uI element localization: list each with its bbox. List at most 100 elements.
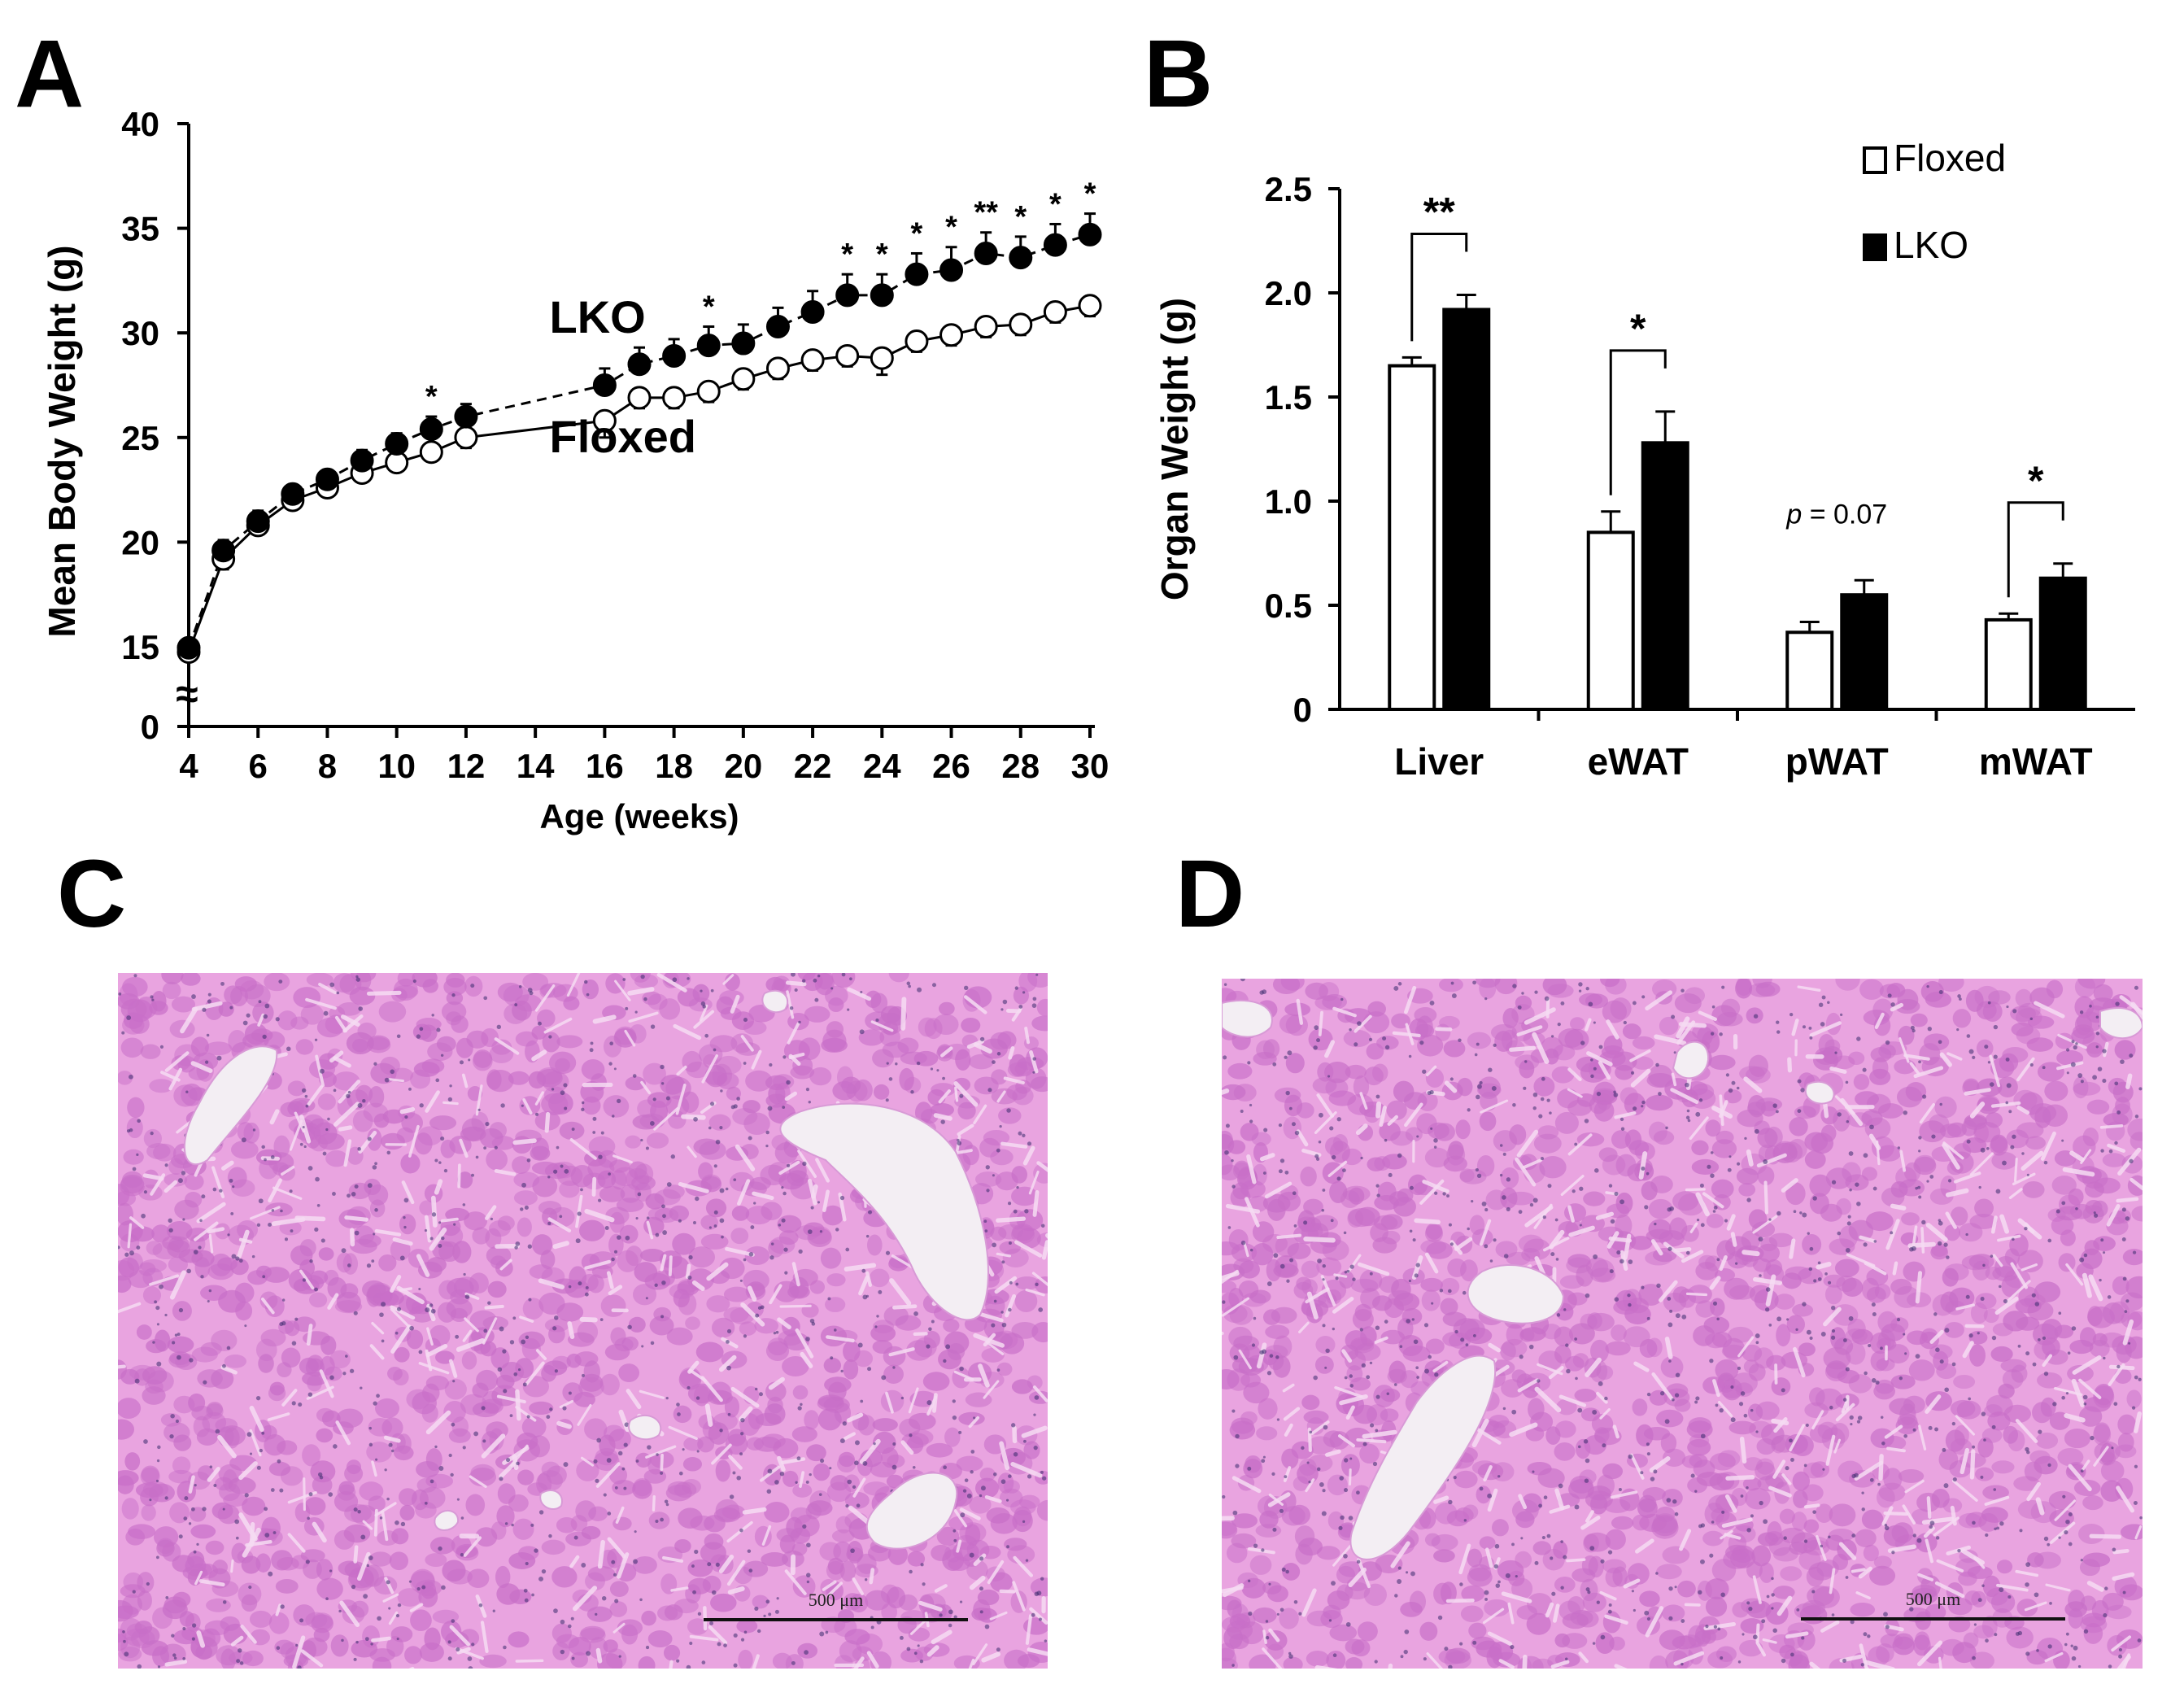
nucleus (168, 1218, 172, 1223)
hepatocyte (368, 1495, 386, 1512)
hepatocyte (1354, 1342, 1381, 1361)
nucleus (1524, 1060, 1528, 1063)
nucleus (829, 1467, 832, 1470)
nucleus (554, 1315, 559, 1320)
hepatocyte (1595, 1632, 1615, 1655)
nucleus (621, 1467, 626, 1471)
hepatocyte (215, 1418, 238, 1433)
nucleus (194, 1484, 197, 1487)
hepatocyte (1579, 992, 1603, 1007)
hepatocyte (228, 1477, 256, 1494)
nucleus (499, 1326, 504, 1332)
sinusoid (1771, 1418, 1789, 1426)
nucleus (660, 1064, 665, 1070)
hepatocyte (898, 1594, 918, 1611)
nucleus (598, 1198, 602, 1202)
hepatocyte (1615, 1154, 1637, 1177)
hepatocyte (847, 1541, 863, 1564)
hepatocyte (642, 991, 661, 1006)
nucleus (141, 1213, 146, 1219)
hepatocyte (610, 1327, 626, 1346)
nucleus (1918, 1136, 1922, 1140)
hepatocyte (1557, 1088, 1580, 1109)
hepatocyte (513, 1190, 538, 1206)
sinusoid (784, 1569, 807, 1595)
nucleus (447, 1656, 452, 1661)
hepatocyte (907, 1551, 926, 1567)
hepatocyte (1476, 1485, 1491, 1504)
sinusoid (1596, 1391, 1608, 1404)
x-tick-label: eWAT (1588, 740, 1689, 783)
hepatocyte (1728, 1420, 1756, 1435)
sinusoid (281, 1389, 298, 1407)
data-point-lko (350, 448, 374, 473)
hepatocyte (1479, 1536, 1496, 1550)
sinusoid (198, 1579, 225, 1587)
sinusoid (461, 1073, 469, 1088)
hepatocyte (1938, 1449, 1959, 1470)
nucleus (775, 1330, 779, 1334)
hepatocyte (1641, 1180, 1658, 1201)
sinusoid (426, 1327, 434, 1346)
sinusoid (932, 1393, 938, 1413)
hepatocyte (1724, 1277, 1750, 1300)
sinusoid (249, 1429, 262, 1457)
sinusoid (1424, 1252, 1439, 1274)
hepatocyte (1459, 1318, 1485, 1341)
hepatocyte (630, 973, 651, 983)
sinusoid (2134, 1411, 2143, 1433)
sinusoid (1950, 1505, 1957, 1526)
hepatocyte (241, 1594, 258, 1612)
sinusoid (1969, 1152, 1994, 1176)
hepatocyte (1905, 1082, 1927, 1102)
nucleus (2021, 1152, 2025, 1155)
sinusoid (1482, 1608, 1505, 1625)
sinusoid (1414, 1218, 1441, 1225)
hepatocyte (792, 1483, 813, 1498)
sinusoid (1000, 1141, 1028, 1149)
nucleus (609, 1041, 614, 1046)
nucleus (979, 1586, 984, 1591)
hepatocyte (1316, 1257, 1342, 1276)
nucleus (640, 1138, 643, 1142)
hepatocyte (1646, 1094, 1673, 1111)
sinusoid (1719, 1255, 1728, 1272)
sinusoid (1305, 1478, 1315, 1493)
sinusoid (751, 1049, 762, 1070)
data-point-lko (419, 417, 443, 442)
sinusoid (362, 1520, 373, 1530)
nucleus (151, 998, 155, 1001)
sinusoid (1921, 1516, 1955, 1525)
sinusoid (1022, 1145, 1035, 1166)
nucleus (649, 1121, 655, 1126)
sinusoid (1444, 1080, 1458, 1093)
nucleus (1027, 1141, 1032, 1146)
nucleus (582, 1373, 585, 1377)
nucleus (733, 1663, 738, 1668)
hepatocyte (616, 1197, 644, 1212)
hepatocyte (1740, 1618, 1764, 1634)
nucleus (612, 1115, 615, 1118)
nucleus (272, 1531, 277, 1534)
nucleus (447, 1097, 453, 1102)
hepatocyte (625, 1076, 646, 1091)
nucleus (305, 1104, 309, 1108)
hepatocyte (774, 1141, 798, 1164)
nucleus (920, 1563, 924, 1567)
nucleus (431, 1014, 434, 1017)
sinusoid (1507, 1602, 1515, 1625)
hepatocyte (1380, 1408, 1399, 1422)
hepatocyte (1349, 1377, 1371, 1391)
hepatocyte (190, 1036, 209, 1057)
nucleus (118, 992, 122, 996)
nucleus (713, 1048, 717, 1052)
hepatocyte (154, 1329, 171, 1352)
hepatocyte (1507, 1570, 1525, 1586)
hepatocyte (290, 1245, 313, 1266)
sinusoid (2086, 1581, 2104, 1592)
nucleus (563, 1083, 568, 1088)
hepatocyte (469, 1310, 498, 1331)
hepatocyte (2024, 1461, 2042, 1481)
hepatocyte (996, 1362, 1013, 1376)
sinusoid (708, 1625, 728, 1645)
